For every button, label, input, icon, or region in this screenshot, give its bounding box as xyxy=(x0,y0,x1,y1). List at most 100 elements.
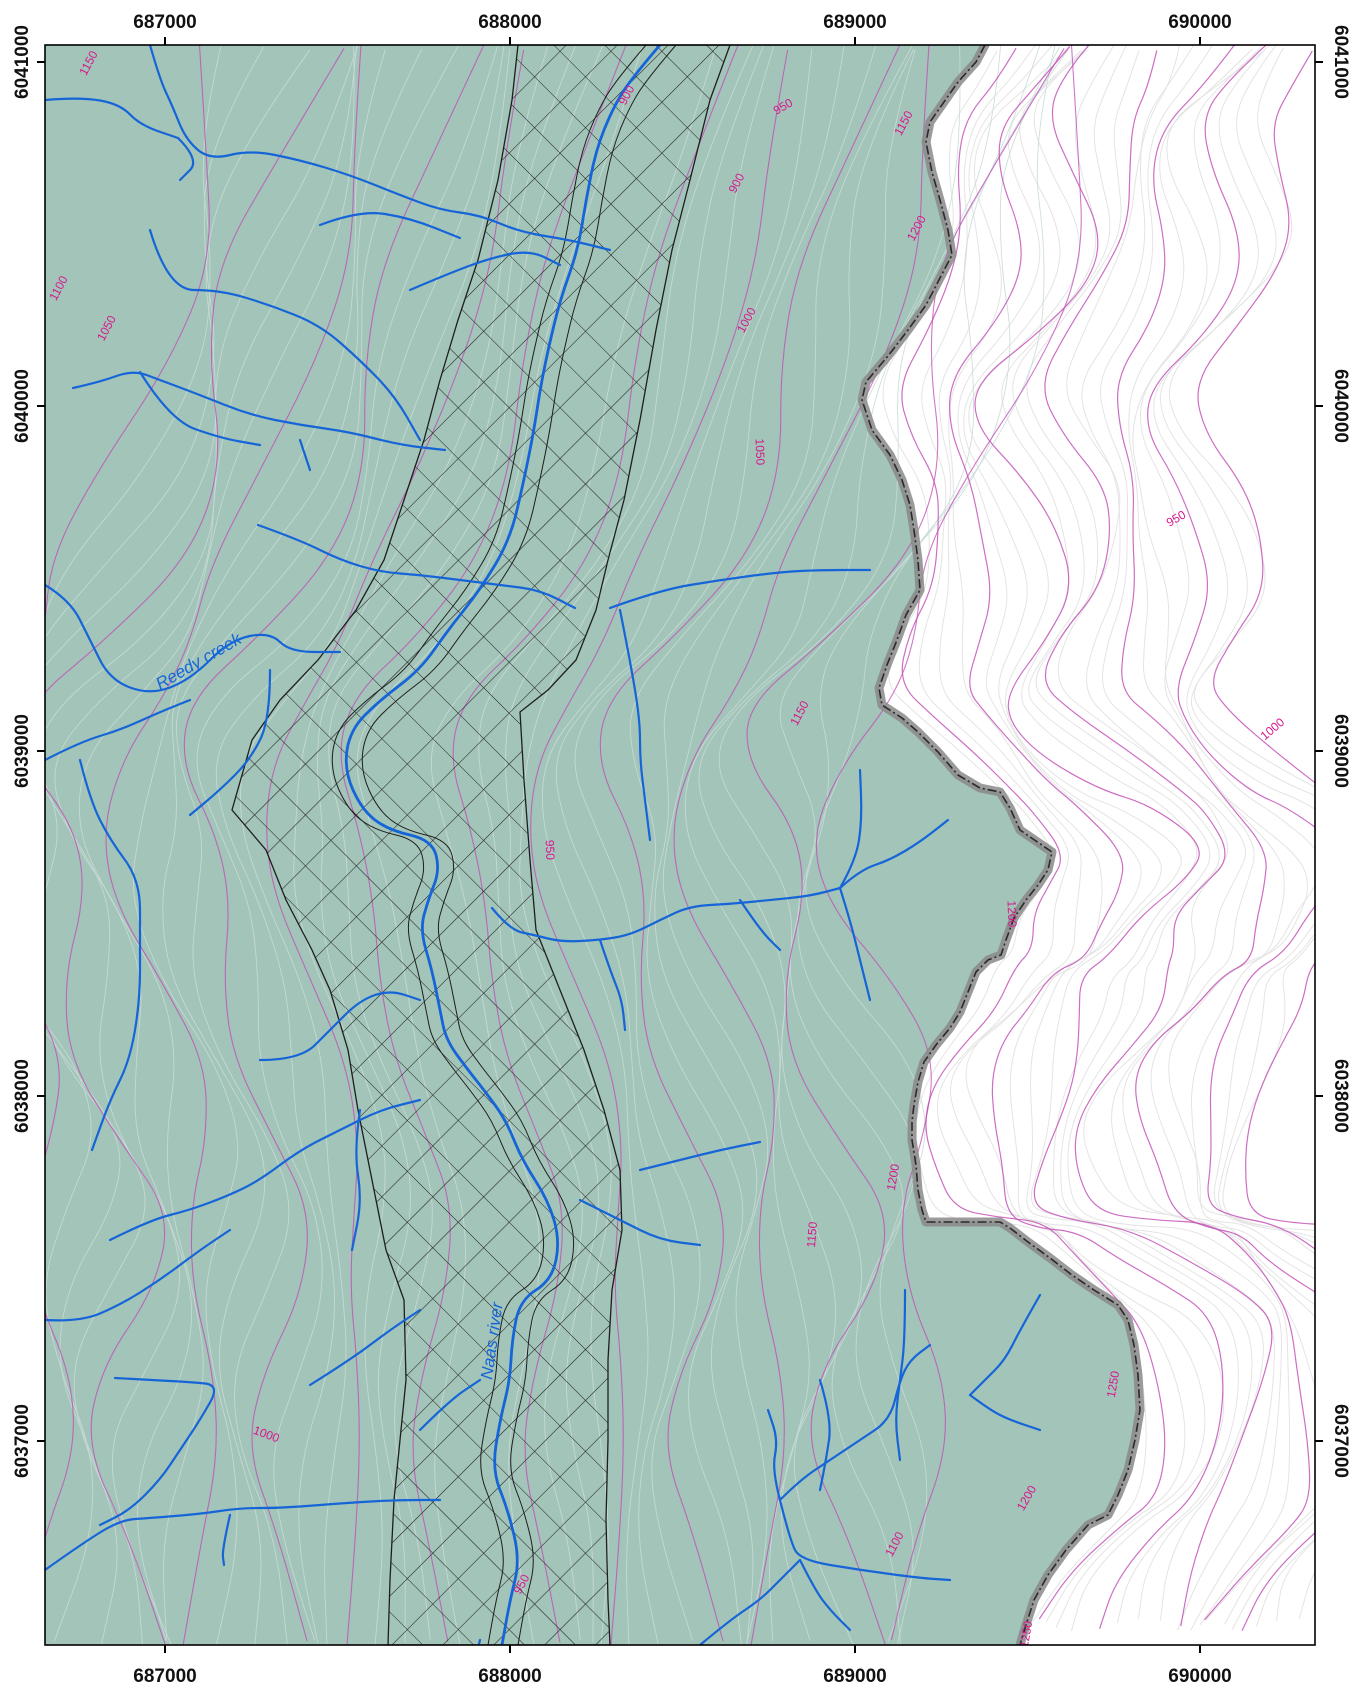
stream-segment xyxy=(258,991,422,1062)
river-main-channel xyxy=(344,45,662,1645)
stream-segment xyxy=(618,608,652,842)
stream-segment xyxy=(608,568,872,610)
stream-segment xyxy=(148,228,422,442)
contour-line-minor xyxy=(45,45,359,1645)
contour-label: 1250 xyxy=(1017,1620,1035,1649)
contour-line-minor xyxy=(684,45,961,1641)
contour-line-minor xyxy=(662,49,916,1645)
stream-segment xyxy=(138,370,262,447)
contour-line-minor xyxy=(175,45,460,1645)
contour-line-minor xyxy=(54,45,358,1641)
contour-label: 1050 xyxy=(753,438,768,465)
contour-line-minor xyxy=(779,49,1069,1645)
stream-segment xyxy=(298,438,312,472)
y-tick-label-right: 6041000 xyxy=(1330,25,1351,99)
contour-line-major xyxy=(746,48,1065,1645)
stream-segment xyxy=(45,583,342,693)
contour-line-minor xyxy=(78,45,355,1641)
contour-line-minor xyxy=(162,49,423,1645)
coordinate-ticks xyxy=(37,37,1323,1653)
stream-segment xyxy=(968,1393,1042,1432)
x-tick-label-bottom: 689000 xyxy=(823,1666,886,1687)
stream-segment xyxy=(350,1108,362,1252)
stream-segment xyxy=(698,1558,802,1645)
stream-segment xyxy=(45,1228,232,1322)
stream-segment xyxy=(221,1513,232,1567)
contour-line-minor xyxy=(45,49,311,1645)
stream-segment xyxy=(838,818,950,890)
contour-line-minor xyxy=(948,45,1225,1632)
x-tick-label-top: 688000 xyxy=(478,12,541,33)
contour-line-minor xyxy=(1100,45,1315,1630)
y-tick-label-left: 6039000 xyxy=(12,714,33,788)
contour-line-major xyxy=(599,45,901,1642)
contour-line-minor xyxy=(1160,45,1315,1238)
contour-line-major xyxy=(815,45,1082,1641)
contour-line-major xyxy=(105,45,362,1645)
contour-line-minor xyxy=(1128,48,1315,1627)
contour-line-major xyxy=(1044,50,1311,1621)
stream-segment xyxy=(176,136,195,182)
stream-segment xyxy=(71,371,447,452)
contour-line-minor xyxy=(963,49,1253,1620)
stream-segment xyxy=(418,1378,482,1432)
stream-segment xyxy=(778,1498,952,1582)
stream-segment xyxy=(408,251,562,292)
y-tick-label-right: 6040000 xyxy=(1330,369,1351,443)
contour-label: 1200 xyxy=(884,1163,902,1192)
contour-line-minor xyxy=(1168,47,1315,1232)
contour-line-minor xyxy=(239,48,511,1645)
stream-segment xyxy=(45,698,192,762)
x-tick-label-top: 690000 xyxy=(1168,12,1231,33)
contour-line-major xyxy=(45,45,210,1540)
contour-line-minor xyxy=(196,45,499,1641)
contour-line-minor xyxy=(1026,49,1291,1626)
contour-line-major xyxy=(530,49,789,1645)
contour-line-minor xyxy=(1081,45,1315,1625)
study-area-boundary xyxy=(861,45,1141,1645)
y-tick-label-left: 6041000 xyxy=(12,25,33,99)
x-tick-label-bottom: 687000 xyxy=(133,1666,196,1687)
contour-line-minor xyxy=(698,45,1002,1641)
major-contours xyxy=(45,45,1315,1645)
river-valley-outline xyxy=(331,45,677,1645)
stream-segment xyxy=(490,886,842,943)
stream-segment xyxy=(638,1140,762,1172)
contour-line-minor xyxy=(938,45,1206,1628)
x-tick-label-top: 687000 xyxy=(133,12,196,33)
stream-segment xyxy=(778,1343,932,1502)
contour-label: 950 xyxy=(543,840,558,861)
stream-segment xyxy=(78,758,142,1152)
stream-segment xyxy=(108,1098,422,1242)
y-tick-label-right: 6037000 xyxy=(1330,1404,1351,1478)
stream-segment xyxy=(188,668,272,817)
contour-line-minor xyxy=(555,45,845,1644)
contour-line-major xyxy=(1147,45,1315,1250)
stream-segment xyxy=(598,938,627,1032)
contour-line-minor xyxy=(718,45,1041,1645)
contour-line-minor xyxy=(45,45,222,1642)
stream-segment xyxy=(45,97,180,140)
contour-line-minor xyxy=(574,45,877,1641)
stream-segment xyxy=(798,1558,852,1632)
stream-segment xyxy=(98,1376,216,1527)
contour-line-major xyxy=(45,48,345,1645)
y-tick-label-left: 6037000 xyxy=(12,1404,33,1478)
contour-line-minor xyxy=(1140,47,1315,1620)
stream-segment xyxy=(968,1293,1042,1397)
study-area-fill xyxy=(45,45,1140,1645)
contour-line-minor xyxy=(654,49,915,1645)
stream-network xyxy=(45,45,1042,1645)
contour-line-minor xyxy=(805,45,1056,1642)
contour-line-minor xyxy=(541,48,813,1645)
y-tick-label-right: 6039000 xyxy=(1330,714,1351,788)
stream-segment xyxy=(318,212,462,240)
map-frame xyxy=(44,44,1316,1646)
stream-segment xyxy=(895,1288,907,1462)
contour-line-minor xyxy=(629,45,914,1645)
contour-line-minor xyxy=(132,49,386,1645)
contour-line-major xyxy=(949,46,1224,1629)
contour-line-major xyxy=(1117,45,1315,1631)
contour-line-minor xyxy=(1001,45,1275,1631)
